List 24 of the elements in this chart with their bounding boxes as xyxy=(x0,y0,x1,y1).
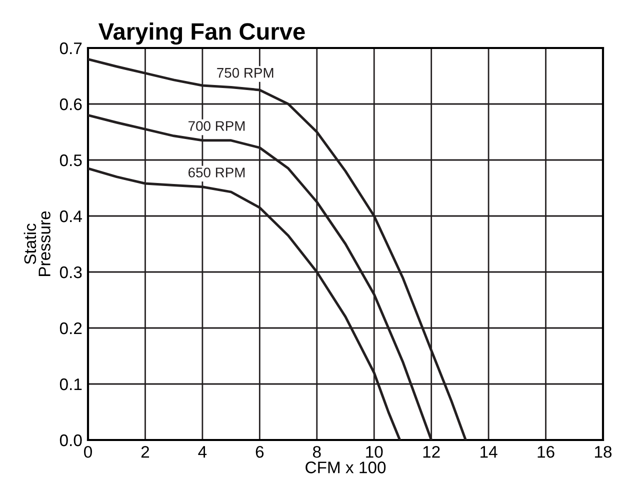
y-tick-label: 0.2 xyxy=(60,322,82,334)
x-axis-title: CFM x 100 xyxy=(306,462,386,474)
x-tick-label: 6 xyxy=(256,446,264,458)
y-tick-label: 0.7 xyxy=(60,42,82,54)
y-tick-label: 0.6 xyxy=(60,98,82,110)
y-tick-label: 0.3 xyxy=(60,266,82,278)
series-label: 750 RPM xyxy=(217,68,274,78)
series-label: 650 RPM xyxy=(188,168,245,178)
y-tick-label: 0.1 xyxy=(60,378,82,390)
chart-title: Varying Fan Curve xyxy=(98,22,305,45)
y-tick-label: 0.0 xyxy=(60,434,82,446)
y-axis-title: Static Pressure xyxy=(24,211,50,276)
x-tick-label: 2 xyxy=(141,446,150,458)
x-tick-label: 0 xyxy=(84,446,92,458)
x-tick-label: 8 xyxy=(312,446,321,458)
x-tick-label: 12 xyxy=(423,446,440,458)
x-tick-label: 14 xyxy=(480,446,498,458)
x-tick-label: 4 xyxy=(198,446,207,458)
x-tick-label: 16 xyxy=(538,446,554,458)
y-tick-label: 0.4 xyxy=(60,210,82,222)
series-label: 700 RPM xyxy=(188,121,245,131)
y-tick-label: 0.5 xyxy=(60,154,82,166)
x-tick-label: 18 xyxy=(595,446,612,458)
x-tick-label: 10 xyxy=(366,446,383,458)
